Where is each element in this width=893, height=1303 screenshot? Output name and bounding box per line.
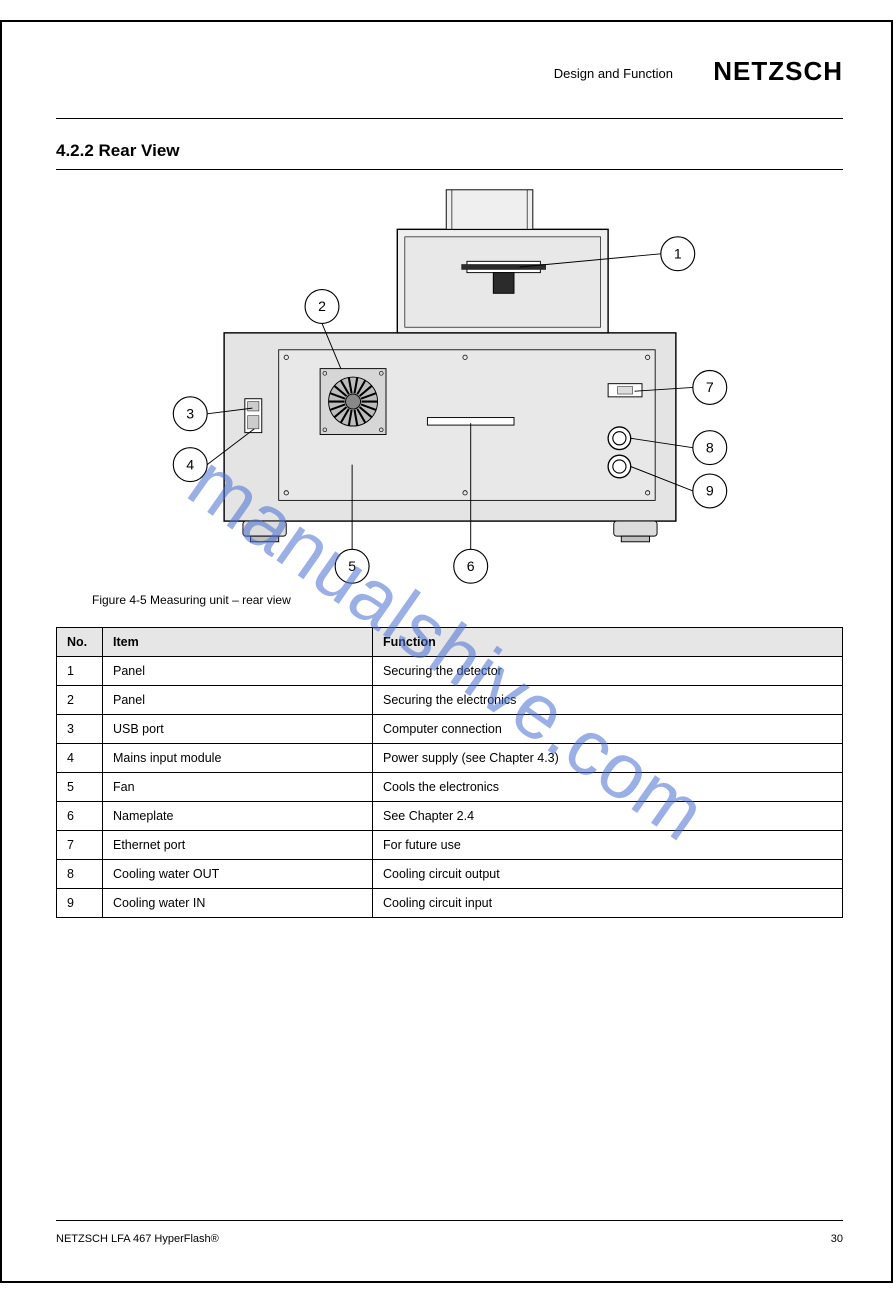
table-row: 1PanelSecuring the detector [57,657,843,686]
cell-no: 4 [57,744,103,773]
cell-function: Securing the detector [373,657,843,686]
page-header: Design and Function NETZSCH [56,50,843,118]
svg-text:7: 7 [705,379,713,395]
footer-rule [56,1220,843,1221]
cell-item: Panel [103,657,373,686]
page-footer: NETZSCH LFA 467 HyperFlash® 30 [56,1233,843,1245]
svg-text:2: 2 [318,298,326,314]
parts-table: No. Item Function 1PanelSecuring the det… [56,627,843,918]
manual-page: manualshive.com Design and Function NETZ… [0,20,893,1283]
table-row: 5FanCools the electronics [57,773,843,802]
table-row: 8Cooling water OUTCooling circuit output [57,860,843,889]
header-rule [56,118,843,119]
cell-no: 6 [57,802,103,831]
svg-text:1: 1 [673,246,681,262]
svg-text:4: 4 [186,456,194,472]
cell-no: 8 [57,860,103,889]
cell-item: Panel [103,686,373,715]
cell-item: Cooling water OUT [103,860,373,889]
cell-function: Cools the electronics [373,773,843,802]
cell-function: Power supply (see Chapter 4.3) [373,744,843,773]
cell-no: 5 [57,773,103,802]
cell-function: Securing the electronics [373,686,843,715]
brand-logo: NETZSCH [713,56,843,87]
table-header-item: Item [103,628,373,657]
cell-no: 2 [57,686,103,715]
table-header-row: No. Item Function [57,628,843,657]
table-row: 2PanelSecuring the electronics [57,686,843,715]
svg-text:6: 6 [466,558,474,574]
table-header-no: No. [57,628,103,657]
table-row: 3USB portComputer connection [57,715,843,744]
footer-left: NETZSCH LFA 467 HyperFlash® [56,1233,219,1245]
cell-function: Cooling circuit output [373,860,843,889]
section-title: 4.2.2 Rear View [56,141,843,161]
svg-text:3: 3 [186,406,194,422]
cell-item: Fan [103,773,373,802]
cell-no: 1 [57,657,103,686]
table-row: 9Cooling water INCooling circuit input [57,889,843,918]
cell-function: For future use [373,831,843,860]
cell-no: 7 [57,831,103,860]
table-row: 4Mains input modulePower supply (see Cha… [57,744,843,773]
figure-caption: Figure 4-5 Measuring unit – rear view [92,593,843,607]
cell-item: USB port [103,715,373,744]
table-header-function: Function [373,628,843,657]
table-row: 6NameplateSee Chapter 2.4 [57,802,843,831]
header-section-ref: Design and Function [554,66,673,81]
diagram-container: 1 2 3 4 5 6 7 8 9 [56,184,843,589]
svg-text:9: 9 [705,483,713,499]
table-row: 7Ethernet portFor future use [57,831,843,860]
cell-function: Computer connection [373,715,843,744]
section-rule [56,169,843,170]
cell-function: See Chapter 2.4 [373,802,843,831]
footer-page-number: 30 [831,1233,843,1245]
svg-text:8: 8 [705,439,713,455]
cell-function: Cooling circuit input [373,889,843,918]
cell-item: Cooling water IN [103,889,373,918]
cell-no: 9 [57,889,103,918]
cell-item: Ethernet port [103,831,373,860]
svg-text:5: 5 [348,558,356,574]
cell-item: Nameplate [103,802,373,831]
cell-no: 3 [57,715,103,744]
cell-item: Mains input module [103,744,373,773]
rear-view-diagram: 1 2 3 4 5 6 7 8 9 [130,184,770,589]
